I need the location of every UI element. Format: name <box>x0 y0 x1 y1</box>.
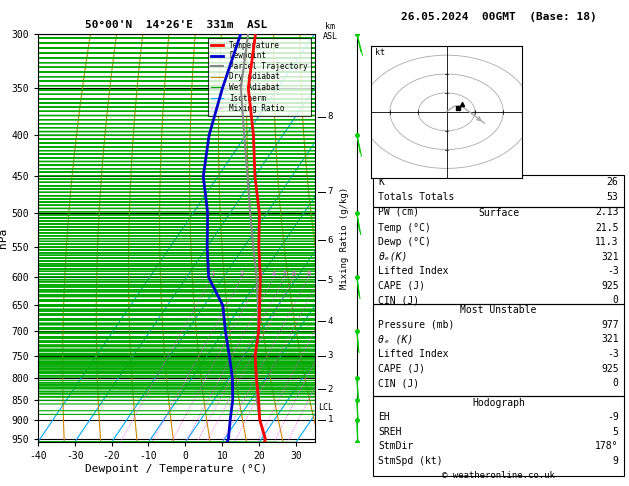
Text: K: K <box>379 177 384 188</box>
Text: 321: 321 <box>601 252 618 262</box>
Text: 6: 6 <box>328 236 333 245</box>
Text: 21.5: 21.5 <box>595 223 618 233</box>
Text: © weatheronline.co.uk: © weatheronline.co.uk <box>442 471 555 480</box>
Text: 925: 925 <box>601 364 618 374</box>
Text: θₑ(K): θₑ(K) <box>379 252 408 262</box>
Text: 53: 53 <box>607 192 618 202</box>
Bar <box>373 304 624 396</box>
Text: 3: 3 <box>259 271 262 278</box>
Text: 8: 8 <box>328 112 333 122</box>
Text: Totals Totals: Totals Totals <box>379 192 455 202</box>
Bar <box>373 396 624 476</box>
Text: -9: -9 <box>607 412 618 422</box>
Text: 2.13: 2.13 <box>595 207 618 217</box>
Text: Temp (°C): Temp (°C) <box>379 223 431 233</box>
Bar <box>373 175 624 207</box>
Text: CIN (J): CIN (J) <box>379 378 420 388</box>
Text: 0: 0 <box>613 378 618 388</box>
Text: 1: 1 <box>328 415 333 424</box>
Legend: Temperature, Dewpoint, Parcel Trajectory, Dry Adiabat, Wet Adiabat, Isotherm, Mi: Temperature, Dewpoint, Parcel Trajectory… <box>208 38 311 116</box>
Text: EH: EH <box>379 412 390 422</box>
Text: Lifted Index: Lifted Index <box>379 266 449 277</box>
Text: 8: 8 <box>306 271 311 278</box>
Text: Surface: Surface <box>478 208 519 218</box>
Text: 4: 4 <box>272 271 276 278</box>
Text: 2: 2 <box>328 384 333 394</box>
Text: Hodograph: Hodograph <box>472 398 525 408</box>
Text: Pressure (mb): Pressure (mb) <box>379 320 455 330</box>
Text: 26: 26 <box>607 177 618 188</box>
Text: PW (cm): PW (cm) <box>379 207 420 217</box>
Text: -3: -3 <box>607 349 618 359</box>
Text: kt: kt <box>375 48 385 57</box>
Bar <box>373 207 624 304</box>
Text: CAPE (J): CAPE (J) <box>379 364 425 374</box>
Text: 7: 7 <box>328 187 333 196</box>
Text: 925: 925 <box>601 281 618 291</box>
Text: 977: 977 <box>601 320 618 330</box>
Text: 11.3: 11.3 <box>595 237 618 247</box>
Text: 1: 1 <box>210 271 214 278</box>
Text: 0: 0 <box>613 295 618 306</box>
Text: 9: 9 <box>613 456 618 466</box>
Text: 6: 6 <box>292 271 296 278</box>
Text: Mixing Ratio (g/kg): Mixing Ratio (g/kg) <box>340 187 349 289</box>
Text: 2: 2 <box>240 271 244 278</box>
Text: Dewp (°C): Dewp (°C) <box>379 237 431 247</box>
Text: km
ASL: km ASL <box>323 22 338 41</box>
Text: -3: -3 <box>607 266 618 277</box>
X-axis label: Dewpoint / Temperature (°C): Dewpoint / Temperature (°C) <box>85 464 267 474</box>
Title: 50°00'N  14°26'E  331m  ASL: 50°00'N 14°26'E 331m ASL <box>85 20 267 31</box>
Text: 5: 5 <box>283 271 287 278</box>
Text: 321: 321 <box>601 334 618 345</box>
Text: Lifted Index: Lifted Index <box>379 349 449 359</box>
Text: CIN (J): CIN (J) <box>379 295 420 306</box>
Text: Most Unstable: Most Unstable <box>460 305 537 315</box>
Y-axis label: hPa: hPa <box>0 228 8 248</box>
Text: StmSpd (kt): StmSpd (kt) <box>379 456 443 466</box>
Text: CAPE (J): CAPE (J) <box>379 281 425 291</box>
Text: 178°: 178° <box>595 441 618 451</box>
Text: 3: 3 <box>328 351 333 360</box>
Text: SREH: SREH <box>379 427 402 437</box>
Text: StmDir: StmDir <box>379 441 414 451</box>
Text: 5: 5 <box>328 276 333 285</box>
Text: θₑ (K): θₑ (K) <box>379 334 414 345</box>
Text: 4: 4 <box>328 317 333 326</box>
Text: 5: 5 <box>613 427 618 437</box>
Text: LCL: LCL <box>318 403 333 412</box>
Text: 26.05.2024  00GMT  (Base: 18): 26.05.2024 00GMT (Base: 18) <box>401 12 596 22</box>
